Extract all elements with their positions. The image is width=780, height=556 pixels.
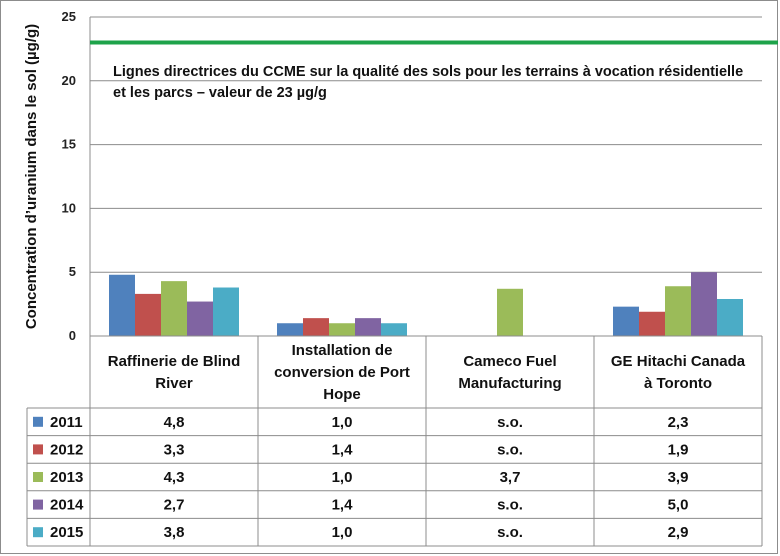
- y-tick-label: 0: [69, 328, 76, 343]
- category-label: River: [155, 375, 193, 392]
- bar-2014: [691, 272, 717, 336]
- bar-2015: [717, 298, 743, 336]
- bar-2013: [161, 281, 187, 336]
- y-tick-label: 20: [62, 73, 76, 88]
- legend-swatch-2012: [33, 444, 43, 455]
- data-label: 2,3: [668, 414, 689, 431]
- data-label: 1,0: [332, 524, 353, 541]
- legend-label: 2012: [50, 441, 83, 458]
- data-label: 1,0: [332, 414, 353, 431]
- data-label: 1,9: [668, 441, 689, 458]
- data-label: 4,8: [164, 414, 185, 431]
- category-label: GE Hitachi Canada: [611, 353, 746, 370]
- bar-2013: [329, 323, 355, 336]
- legend-label: 2015: [50, 524, 83, 541]
- data-label: 3,7: [500, 469, 521, 486]
- bar-2011: [109, 274, 135, 336]
- y-tick-label: 5: [69, 264, 76, 279]
- data-label: s.o.: [497, 441, 523, 458]
- data-label: 1,0: [332, 469, 353, 486]
- data-label: 2,9: [668, 524, 689, 541]
- bar-2011: [277, 323, 303, 336]
- reference-line-label: et les parcs – valeur de 23 µg/g: [113, 85, 327, 101]
- y-tick-label: 10: [62, 200, 76, 215]
- category-label: Hope: [323, 386, 361, 403]
- data-label: 3,3: [164, 441, 185, 458]
- category-label: Installation de: [292, 342, 393, 359]
- data-label: 1,4: [332, 441, 354, 458]
- category-label: à Toronto: [644, 375, 712, 392]
- bar-2015: [381, 323, 407, 336]
- data-label: s.o.: [497, 524, 523, 541]
- legend-label: 2011: [50, 414, 83, 431]
- legend-label: 2014: [50, 497, 84, 514]
- y-axis-title: Concentration d’uranium dans le sol (µg/…: [23, 24, 40, 329]
- legend-swatch-2013: [33, 472, 43, 482]
- y-tick-label: 25: [62, 9, 76, 24]
- bar-2012: [135, 293, 161, 336]
- reference-line-label: Lignes directrices du CCME sur la qualit…: [113, 64, 743, 80]
- category-label: Raffinerie de Blind: [108, 353, 241, 370]
- data-label: 5,0: [668, 497, 689, 514]
- category-label: Manufacturing: [458, 375, 561, 392]
- legend-swatch-2014: [33, 499, 43, 510]
- bar-2013: [497, 288, 523, 336]
- data-label: 3,8: [164, 524, 185, 541]
- category-label: Cameco Fuel: [463, 353, 556, 370]
- data-label: s.o.: [497, 497, 523, 514]
- data-label: 4,3: [164, 469, 185, 486]
- category-label: conversion de Port: [274, 364, 410, 381]
- bar-2014: [355, 318, 381, 336]
- bar-2013: [665, 286, 691, 336]
- y-tick-label: 15: [62, 137, 76, 152]
- bar-2011: [613, 306, 639, 336]
- legend-swatch-2015: [33, 527, 43, 538]
- data-label: 1,4: [332, 497, 354, 514]
- data-label: 3,9: [668, 469, 689, 486]
- data-label: 2,7: [164, 497, 185, 514]
- legend-swatch-2011: [33, 416, 43, 427]
- data-label: s.o.: [497, 414, 523, 431]
- bar-2015: [213, 287, 239, 336]
- bar-2012: [303, 318, 329, 336]
- bar-2014: [187, 301, 213, 336]
- bar-2012: [639, 311, 665, 336]
- legend-label: 2013: [50, 469, 83, 486]
